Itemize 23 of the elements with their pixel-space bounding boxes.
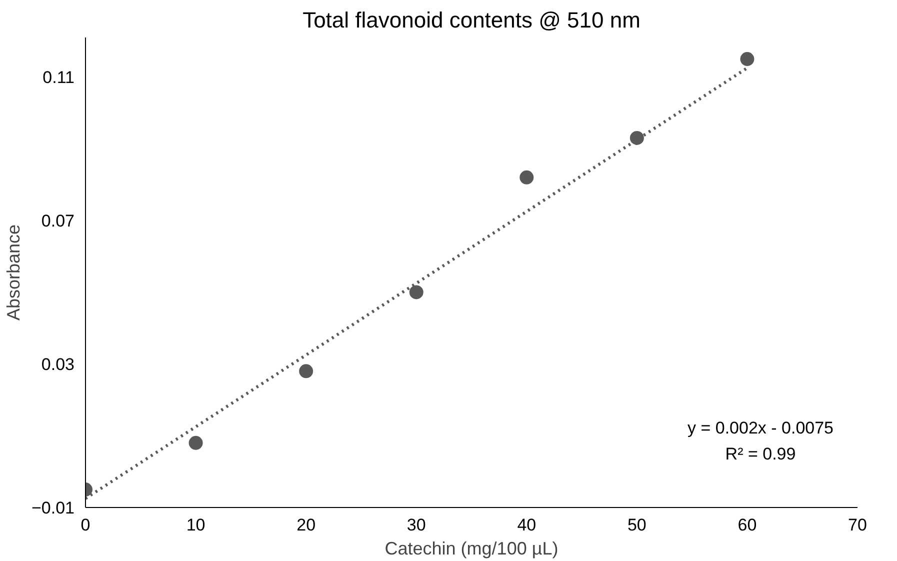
x-tick-label: 0 <box>80 516 90 534</box>
x-axis-title: Catechin (mg/100 µL) <box>384 538 558 558</box>
x-tick-label: 30 <box>406 516 426 534</box>
x-tick-label: 50 <box>627 516 646 534</box>
x-tick-label: 20 <box>296 516 316 534</box>
annotation: R² = 0.99 <box>725 444 796 464</box>
y-tick-label: 0.03 <box>41 354 75 374</box>
x-tick-label: 10 <box>186 516 206 534</box>
y-tick-label: 0.07 <box>41 211 75 230</box>
point <box>740 52 754 66</box>
chart-title: Total flavonoid contents @ 510 nm <box>302 8 640 32</box>
point <box>630 130 644 145</box>
point <box>409 285 424 300</box>
point <box>520 170 534 184</box>
annotation: y = 0.002x - 0.0075 <box>687 418 834 438</box>
y-tick-label: 0.11 <box>42 68 75 87</box>
point <box>188 436 203 450</box>
y-axis-title: Absorbance <box>3 224 24 321</box>
x-tick-label: 70 <box>848 516 867 534</box>
point <box>299 364 314 378</box>
x-tick-label: 60 <box>738 516 757 534</box>
y-tick-label: −0.01 <box>31 498 74 518</box>
x-tick-label: 40 <box>517 516 536 534</box>
